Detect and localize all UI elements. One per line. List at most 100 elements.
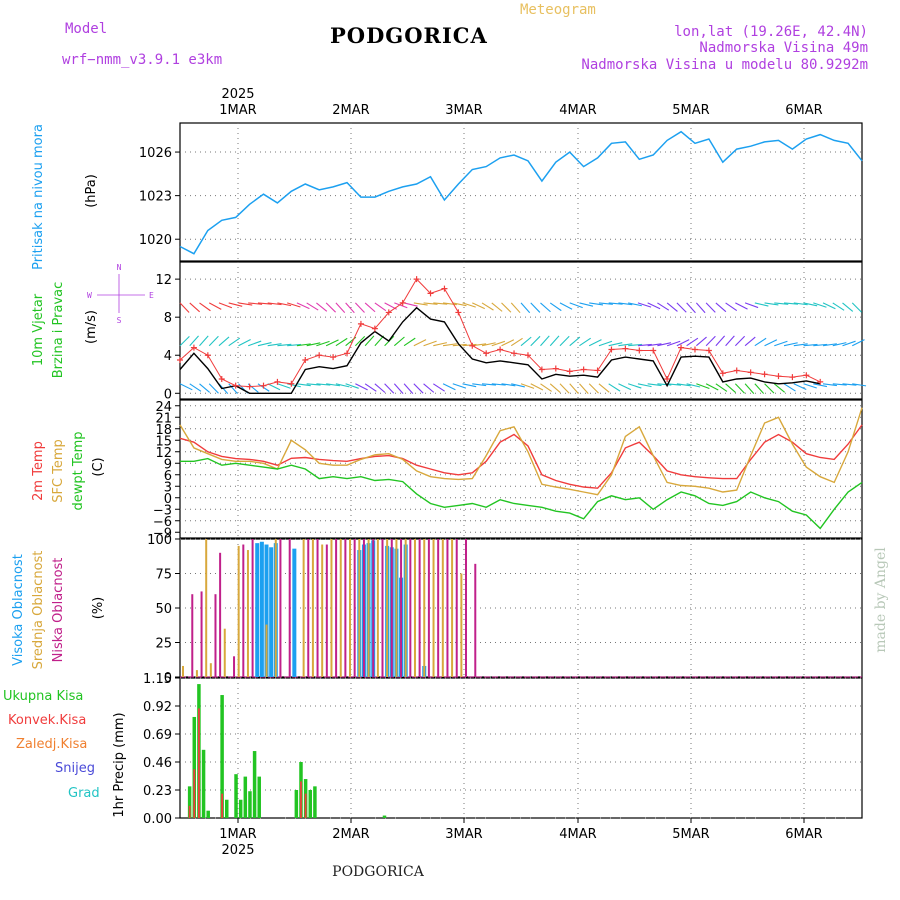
wind-barb xyxy=(306,302,319,311)
wind-barb xyxy=(813,343,828,347)
wind-barb xyxy=(462,302,476,308)
cloud-bar xyxy=(307,539,310,677)
wind-barb xyxy=(267,343,282,347)
wind-barb xyxy=(569,302,583,309)
cloud-bar xyxy=(395,539,398,677)
wind-barb xyxy=(218,302,233,309)
panel-frame xyxy=(179,677,863,819)
cloud-bar xyxy=(381,539,384,677)
pressure-line xyxy=(179,130,863,255)
wind-barb xyxy=(803,383,817,389)
temperature-panel: 2m Temp SFC Temp dewpt Temp (C) −9−6−303… xyxy=(31,400,863,541)
y-tick-label: 0 xyxy=(164,387,172,402)
legend-konvek: Konvek.Kisa xyxy=(8,713,86,728)
wind-barb xyxy=(491,383,506,386)
wind-barb xyxy=(559,335,570,347)
y-tick-label: 0.46 xyxy=(143,756,172,771)
cloud-bar xyxy=(264,544,269,677)
cloud-bar xyxy=(330,539,333,677)
precip-bar xyxy=(294,790,299,818)
y-tick-label: 0 xyxy=(164,492,172,507)
y-tick-label: 6 xyxy=(164,469,172,484)
wind-barb xyxy=(695,302,706,314)
wind-barb xyxy=(520,383,535,389)
wind-barb xyxy=(579,383,589,394)
wind-barb xyxy=(520,336,532,347)
wind-barb xyxy=(784,302,799,305)
wind-barb xyxy=(822,343,837,347)
y-tick-label: 100 xyxy=(147,533,172,548)
wind-barb xyxy=(238,302,253,306)
wind-barb xyxy=(744,336,756,347)
wind-gust-marker xyxy=(719,370,726,377)
cloud-bar xyxy=(321,544,324,677)
wind-gust-marker xyxy=(538,366,545,373)
wind-gust-marker xyxy=(552,365,559,372)
wind-barb xyxy=(725,335,735,347)
cloud-bar xyxy=(404,539,407,677)
y-tick-label: 0 xyxy=(164,671,172,686)
cloud-bar xyxy=(344,539,347,677)
wind-barb xyxy=(696,336,707,347)
cloud-bar xyxy=(242,544,245,677)
temp-line-dewpt-temp xyxy=(180,457,863,530)
bottom-day-labels: 1MAR 2MAR 3MAR 4MAR 5MAR 6MAR xyxy=(219,818,823,842)
wind-barb xyxy=(442,343,457,347)
cloud-bar xyxy=(423,539,426,677)
wind-barb xyxy=(208,335,219,347)
wind-barb xyxy=(208,383,219,394)
cloud-bar xyxy=(460,573,463,677)
legend-grad: Grad xyxy=(68,786,100,801)
wind-barb xyxy=(803,343,818,347)
cloud-bar xyxy=(288,539,291,677)
wind-barb xyxy=(588,383,599,394)
wind-barb xyxy=(549,383,561,393)
wind-barb xyxy=(822,302,836,310)
wind-barb xyxy=(355,383,368,391)
y-tick-label: 25 xyxy=(155,637,172,652)
page-title: PODGORICA xyxy=(330,23,488,48)
wind-gust-marker xyxy=(330,354,337,361)
bottom-day-label: 4MAR xyxy=(559,827,596,842)
wind-barb xyxy=(277,343,292,347)
wind-barb xyxy=(491,302,503,312)
wind-barb xyxy=(774,340,788,347)
wind-barb xyxy=(248,340,262,347)
wind-gust-marker xyxy=(441,285,448,292)
wind-barb xyxy=(530,302,541,313)
y-tick-label: 3 xyxy=(164,480,172,495)
wind-gust-marker xyxy=(650,347,657,354)
cloud-panel: Visoka Oblacnost Srednja Oblacnost Niska… xyxy=(11,533,862,686)
wind-barb xyxy=(676,339,690,347)
wind-barb xyxy=(598,340,613,347)
wind-barb xyxy=(715,335,726,347)
wind-barb xyxy=(637,302,652,308)
wind-gust-marker xyxy=(427,290,434,297)
wind-barb xyxy=(598,302,613,305)
panel-frame xyxy=(179,261,863,400)
y-tick-label: 12 xyxy=(155,446,172,461)
wind-barb xyxy=(520,302,531,314)
y-tick-label: 0.23 xyxy=(143,784,172,799)
wind-barb xyxy=(442,383,456,391)
cloud-bar xyxy=(451,539,454,677)
wind-barb xyxy=(842,340,856,347)
wind-barb xyxy=(345,383,359,389)
wind-barb xyxy=(462,343,477,347)
wind-gust-marker xyxy=(246,383,253,390)
cloud-bar xyxy=(274,539,277,677)
wind-barb xyxy=(413,302,428,306)
precip-bar xyxy=(188,805,191,818)
wind-barb xyxy=(608,302,623,305)
cloud-bar xyxy=(358,539,361,677)
wind-barb xyxy=(686,337,699,347)
wind-barb xyxy=(296,343,311,347)
y-tick-label: 18 xyxy=(155,423,172,438)
y-tick-label: 0.00 xyxy=(143,812,172,827)
cloud-bar xyxy=(200,591,203,677)
cloud-bar xyxy=(246,550,249,677)
wind-barb xyxy=(218,336,230,347)
cloud-unit: (%) xyxy=(91,597,106,620)
wind-barb xyxy=(325,302,336,313)
panels xyxy=(179,122,863,819)
